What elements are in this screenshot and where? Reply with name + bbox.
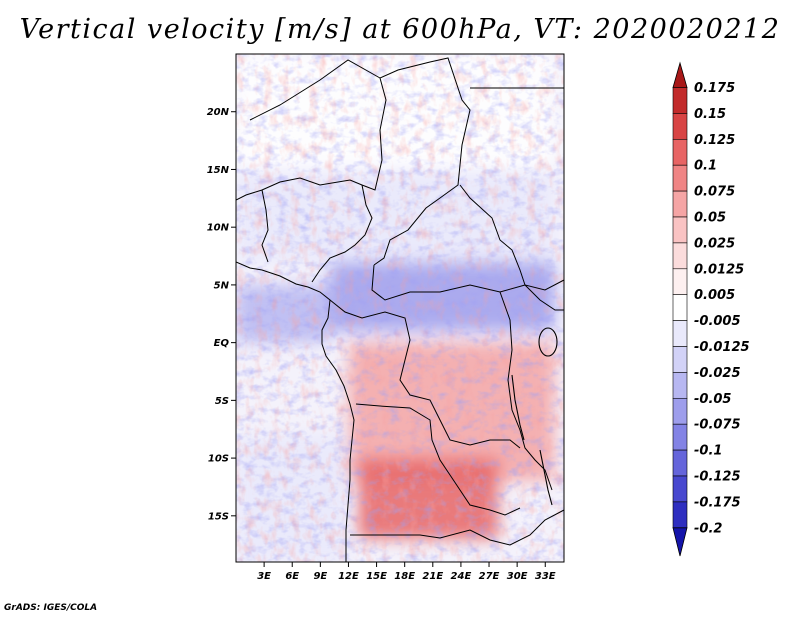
x-tick-label: 33E <box>535 571 556 582</box>
colorbar-bin <box>672 423 688 451</box>
border-drc-west <box>329 299 521 449</box>
y-tick-label: 10S <box>208 454 229 465</box>
colorbar-label: 0.125 <box>694 133 735 148</box>
y-tick-label: 15N <box>207 165 230 176</box>
border-drc-east <box>499 291 553 491</box>
colorbar-bin <box>672 501 688 529</box>
border-angola <box>355 403 521 516</box>
x-tick-label: 9E <box>313 571 327 582</box>
x-tick-label: 12E <box>338 571 359 582</box>
country-borders <box>236 57 564 562</box>
x-tick-label: 24E <box>451 571 472 582</box>
colorbar-label: 0.05 <box>694 211 726 226</box>
colorbar-bin <box>672 190 688 218</box>
colorbar-bin <box>672 242 688 270</box>
lakes <box>511 327 558 506</box>
border-nigeria <box>311 184 373 283</box>
y-tick-label: 10N <box>207 223 230 234</box>
border-uganda <box>524 284 564 311</box>
colorbar-bin <box>672 268 688 295</box>
colorbar-top-arrow <box>672 61 688 88</box>
x-tick-label: 15E <box>366 571 387 582</box>
latitude-axis: 20N 15N 10N 5N EQ 5S 10S 15S <box>207 107 236 522</box>
colorbar-label: 0.0125 <box>694 262 744 277</box>
map-area <box>236 54 564 562</box>
colorbar-bin <box>672 372 688 399</box>
x-tick-label: 18E <box>394 571 415 582</box>
colorbar-bin <box>672 346 688 373</box>
y-tick-label: 20N <box>207 107 230 118</box>
colorbar-label: -0.1 <box>694 444 722 459</box>
y-tick-label: 15S <box>208 511 229 522</box>
colorbar-bin <box>672 320 688 347</box>
lake-malawi <box>539 449 553 506</box>
x-tick-label: 30E <box>507 571 528 582</box>
y-tick-label: 5N <box>214 280 230 291</box>
x-tick-label: 6E <box>285 571 299 582</box>
lake-victoria <box>538 327 558 357</box>
colorbar-label: -0.175 <box>694 495 741 510</box>
colorbar-label: -0.05 <box>694 392 731 407</box>
colorbar-label: 0.005 <box>694 288 735 303</box>
colorbar-bin <box>672 139 688 166</box>
x-tick-label: 27E <box>479 571 500 582</box>
x-tick-label: 21E <box>422 571 443 582</box>
colorbar: 0.175 0.15 0.125 0.1 0.075 0.05 0.025 0.0125 0.0… <box>672 61 750 557</box>
colorbar-bottom-arrow <box>672 527 688 557</box>
red-speckle-overlay <box>236 54 564 562</box>
colorbar-bin <box>672 475 688 503</box>
longitude-axis: 3E 6E 9E 12E 15E 18E 21E 24E 27E 30E 33E <box>257 562 556 582</box>
border-sudan <box>459 184 564 291</box>
colorbar-label: -0.075 <box>694 418 741 433</box>
colorbar-bin <box>672 113 688 140</box>
colorbar-bin <box>672 164 688 192</box>
y-tick-label: 5S <box>215 396 229 407</box>
coastline-west <box>236 261 355 562</box>
colorbar-label: -0.125 <box>694 470 741 485</box>
border-namibia-botswana <box>350 509 564 546</box>
y-tick-label: EQ <box>214 338 230 349</box>
lake-tanganyika <box>511 374 525 441</box>
colorbar-label: 0.025 <box>694 236 735 251</box>
colorbar-label: 0.15 <box>694 107 726 122</box>
colorbar-label: 0.1 <box>694 159 717 174</box>
colorbar-label: -0.2 <box>694 521 722 536</box>
map-frame <box>235 53 565 563</box>
colorbar-label: 0.075 <box>694 185 735 200</box>
colorbar-bin <box>672 216 688 244</box>
x-tick-label: 3E <box>257 571 271 582</box>
grads-credit: GrADS: IGES/COLA <box>4 603 98 613</box>
border-chad-niger-libya <box>249 57 471 266</box>
chart-title: Vertical velocity [m/s] at 600hPa, VT: 2… <box>19 14 781 45</box>
colorbar-label: 0.175 <box>694 81 735 96</box>
colorbar-bin <box>672 397 688 425</box>
colorbar-label: -0.005 <box>694 314 741 329</box>
colorbar-bin <box>672 294 688 321</box>
colorbar-bin <box>672 87 688 114</box>
border-car <box>371 264 526 301</box>
border-ghana-togo <box>261 189 269 263</box>
colorbar-bin <box>672 449 688 477</box>
colorbar-label: -0.0125 <box>694 340 750 355</box>
colorbar-label: -0.025 <box>694 366 741 381</box>
